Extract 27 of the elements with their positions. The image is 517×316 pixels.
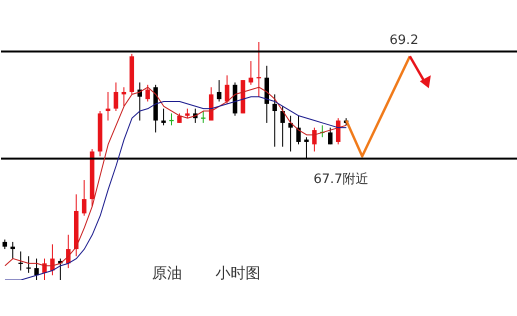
annotation: 原油 [151, 264, 183, 283]
candlestick [224, 74, 230, 104]
candlestick [280, 106, 285, 148]
candlestick [34, 258, 39, 280]
annotation: 小时图 [214, 264, 262, 283]
candlestick [145, 84, 150, 102]
candlestick [200, 110, 206, 124]
candlestick [256, 42, 262, 98]
annotation: 69.2 [388, 33, 420, 48]
candlestick [2, 239, 8, 250]
candlestick [161, 108, 166, 126]
candlestick [312, 127, 317, 152]
candlestick [122, 86, 126, 107]
candlestick [216, 80, 222, 102]
annotation: 67.7附近 [312, 171, 370, 188]
candlestick [296, 115, 301, 145]
candlestick [328, 127, 333, 145]
candlestick [114, 82, 118, 112]
candlestick [82, 180, 86, 216]
candlestick [272, 94, 277, 148]
candlestick [10, 241, 15, 260]
candlestick [106, 91, 110, 122]
candlestick [177, 112, 182, 124]
candlestick [248, 60, 254, 86]
candlestick [18, 250, 24, 271]
candlestick [336, 118, 340, 145]
candlestick [185, 108, 190, 119]
